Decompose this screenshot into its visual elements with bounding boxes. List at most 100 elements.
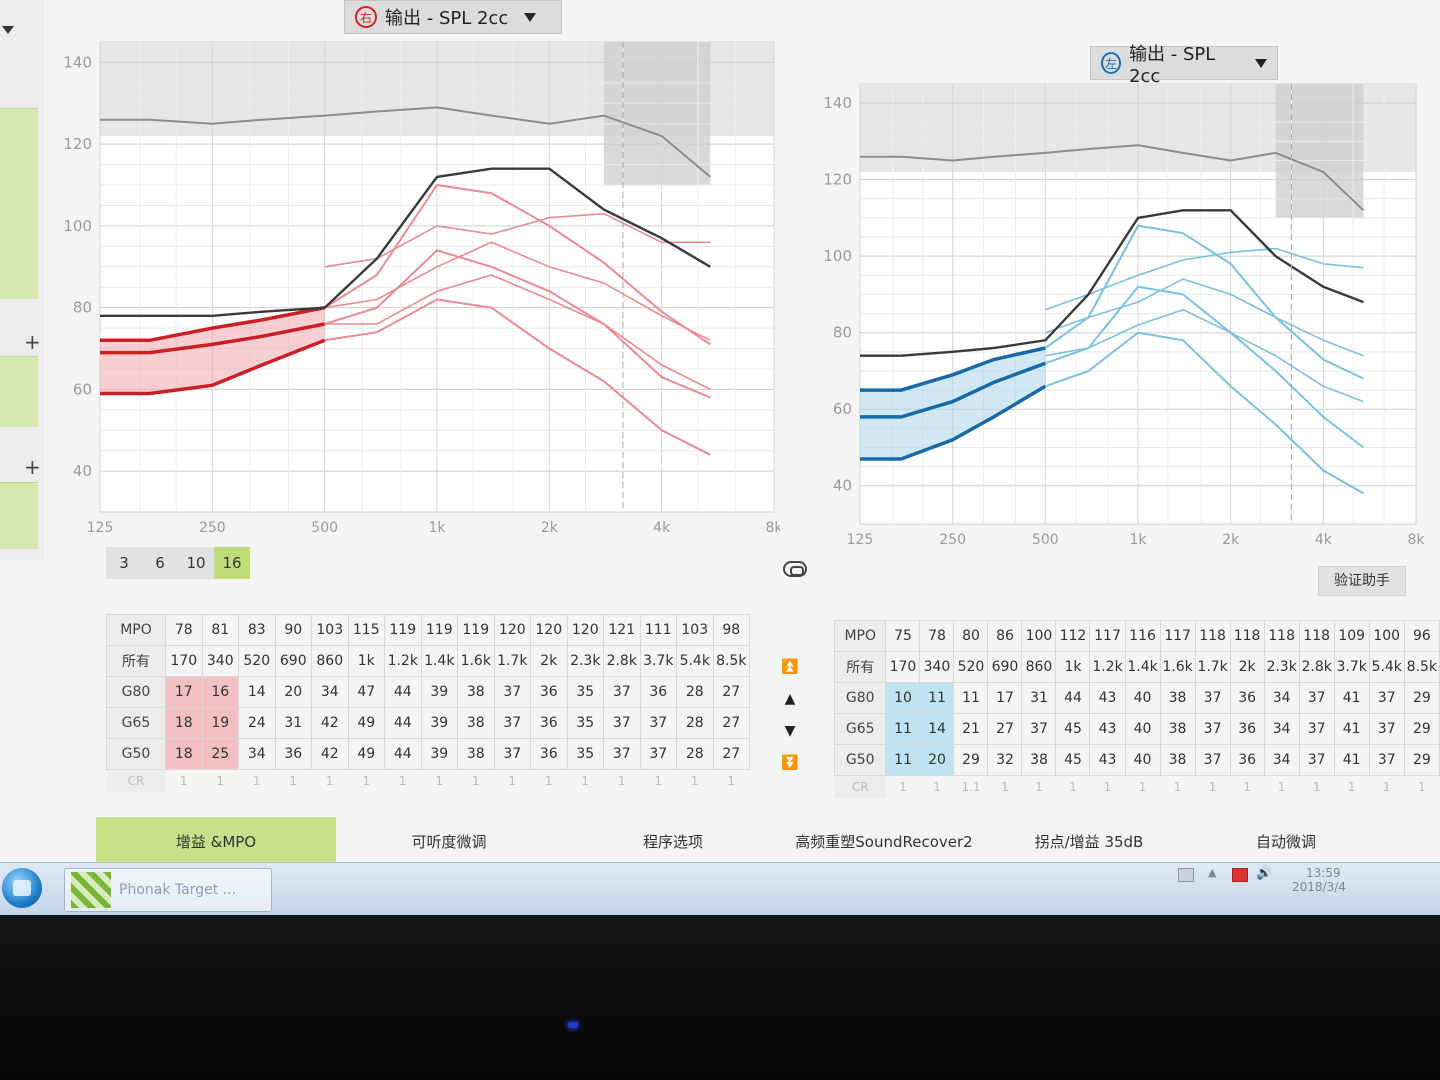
table-cell[interactable]: 45 (1055, 713, 1091, 745)
table-cell[interactable]: 37 (639, 707, 677, 739)
table-cell[interactable]: 41 (1333, 744, 1370, 776)
table-cell[interactable]: 45 (1055, 744, 1091, 776)
table-cell[interactable]: 37 (639, 738, 677, 770)
table-cell[interactable]: 36 (1229, 682, 1265, 714)
table-cell[interactable]: 37 (1298, 744, 1335, 776)
table-cell[interactable]: 37 (1368, 682, 1405, 714)
increase-all-icon[interactable]: ⏫ (781, 659, 799, 675)
tab-gain-mpo[interactable]: 增益 &MPO (96, 817, 336, 865)
plus-icon[interactable]: + (24, 455, 41, 479)
table-cell[interactable]: 16 (201, 676, 239, 708)
level-option[interactable]: 3 (119, 554, 129, 572)
tab-soundrecover[interactable]: 高频重塑SoundRecover2 (795, 832, 973, 851)
table-cell[interactable]: 39 (420, 676, 458, 708)
table-cell[interactable]: 11 (953, 682, 989, 714)
table-cell[interactable]: 39 (420, 707, 458, 739)
table-cell[interactable]: 40 (1124, 713, 1161, 745)
table-cell[interactable]: 37 (1021, 713, 1057, 745)
sidebar-tile[interactable] (0, 356, 38, 427)
table-cell[interactable]: 41 (1333, 713, 1370, 745)
table-cell[interactable]: 41 (1333, 682, 1370, 714)
table-cell[interactable]: 37 (1194, 744, 1231, 776)
table-cell[interactable]: 37 (493, 738, 531, 770)
table-cell[interactable]: 47 (347, 676, 385, 708)
table-cell[interactable]: 38 (1159, 713, 1196, 745)
table-cell[interactable]: 36 (530, 738, 568, 770)
table-cell[interactable]: 27 (712, 707, 750, 739)
verify-assistant-button[interactable]: 验证助手 (1318, 566, 1406, 596)
table-cell[interactable]: 36 (274, 738, 312, 770)
level-option[interactable]: 6 (155, 554, 165, 572)
table-cell[interactable]: 24 (238, 707, 276, 739)
level-option[interactable]: 10 (186, 554, 206, 572)
table-cell[interactable]: 17 (987, 682, 1023, 714)
table-cell[interactable]: 37 (493, 707, 531, 739)
table-cell[interactable]: 35 (566, 707, 604, 739)
collapse-triangle-icon[interactable] (2, 26, 14, 34)
start-button[interactable] (2, 868, 42, 908)
table-cell[interactable]: 44 (384, 707, 422, 739)
table-cell[interactable]: 20 (274, 676, 312, 708)
table-cell[interactable]: 43 (1089, 713, 1126, 745)
table-cell[interactable]: 14 (919, 713, 955, 745)
table-cell[interactable]: 18 (165, 738, 203, 770)
table-cell[interactable]: 18 (165, 707, 203, 739)
table-cell[interactable]: 34 (238, 738, 276, 770)
table-cell[interactable]: 38 (457, 676, 495, 708)
table-cell[interactable]: 35 (566, 738, 604, 770)
sidebar-tile[interactable] (0, 108, 38, 299)
table-cell[interactable]: 36 (530, 707, 568, 739)
tab-audibility[interactable]: 可听度微调 (411, 832, 487, 851)
volume-icon[interactable]: 🔊 (1256, 866, 1273, 881)
table-cell[interactable]: 35 (566, 676, 604, 708)
table-cell[interactable]: 44 (1055, 682, 1091, 714)
table-cell[interactable]: 37 (1368, 713, 1405, 745)
table-cell[interactable]: 20 (919, 744, 955, 776)
table-cell[interactable]: 28 (676, 676, 714, 708)
table-cell[interactable]: 36 (1229, 713, 1265, 745)
table-cell[interactable]: 28 (676, 707, 714, 739)
table-cell[interactable]: 37 (1298, 713, 1335, 745)
table-cell[interactable]: 34 (1263, 744, 1300, 776)
tab-auto-fine-tune[interactable]: 自动微调 (1255, 832, 1316, 851)
table-cell[interactable]: 11 (885, 744, 921, 776)
table-cell[interactable]: 27 (712, 676, 750, 708)
table-cell[interactable]: 34 (1263, 682, 1300, 714)
link-ears-icon[interactable] (783, 561, 807, 577)
table-cell[interactable]: 37 (603, 707, 641, 739)
table-cell[interactable]: 29 (1403, 682, 1440, 714)
table-cell[interactable]: 19 (201, 707, 239, 739)
table-cell[interactable]: 43 (1089, 744, 1126, 776)
network-warning-icon[interactable] (1232, 868, 1248, 882)
table-cell[interactable]: 10 (885, 682, 921, 714)
table-cell[interactable]: 29 (1403, 713, 1440, 745)
table-cell[interactable]: 29 (953, 744, 989, 776)
table-cell[interactable]: 38 (457, 707, 495, 739)
table-cell[interactable]: 34 (311, 676, 349, 708)
table-cell[interactable]: 37 (1368, 744, 1405, 776)
table-cell[interactable]: 28 (676, 738, 714, 770)
table-cell[interactable]: 11 (885, 713, 921, 745)
table-cell[interactable]: 37 (603, 738, 641, 770)
table-cell[interactable]: 49 (347, 707, 385, 739)
table-cell[interactable]: 31 (274, 707, 312, 739)
clock-date[interactable]: 2018/3/4 (1292, 880, 1346, 894)
table-cell[interactable]: 34 (1263, 713, 1300, 745)
table-cell[interactable]: 36 (639, 676, 677, 708)
table-cell[interactable]: 36 (530, 676, 568, 708)
table-cell[interactable]: 31 (1021, 682, 1057, 714)
table-cell[interactable]: 25 (201, 738, 239, 770)
table-cell[interactable]: 36 (1229, 744, 1265, 776)
plus-icon[interactable]: + (24, 330, 41, 354)
table-cell[interactable]: 37 (1298, 682, 1335, 714)
table-cell[interactable]: 40 (1124, 744, 1161, 776)
table-cell[interactable]: 42 (311, 707, 349, 739)
taskbar-app-phonak[interactable]: Phonak Target ... (64, 868, 272, 912)
table-cell[interactable]: 37 (603, 676, 641, 708)
table-cell[interactable]: 14 (238, 676, 276, 708)
table-cell[interactable]: 38 (1021, 744, 1057, 776)
table-cell[interactable]: 38 (457, 738, 495, 770)
table-cell[interactable]: 37 (1194, 713, 1231, 745)
clock-time[interactable]: 13:59 (1306, 866, 1341, 880)
decrease-icon[interactable]: ▼ (784, 723, 796, 739)
